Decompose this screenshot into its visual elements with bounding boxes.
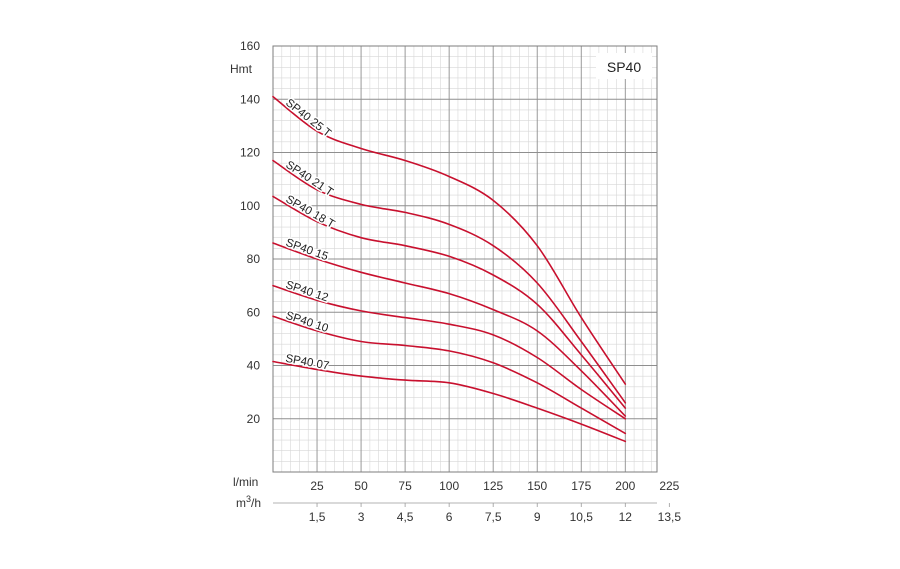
series-label: SP40 07: [284, 353, 330, 373]
y-axis-label: Hmt: [230, 62, 253, 76]
grid-layer: [273, 46, 657, 472]
x2-tick-label: 13,5: [658, 510, 682, 524]
x-tick-label: 200: [615, 479, 635, 493]
x2-tick-label: 12: [619, 510, 633, 524]
x-tick-label: 50: [354, 479, 368, 493]
chart-title: SP40: [607, 59, 641, 75]
y-tick-label: 120: [240, 146, 260, 160]
x-tick-label: 25: [310, 479, 324, 493]
y-tick-label: 80: [247, 252, 261, 266]
x-tick-label: 225: [659, 479, 679, 493]
x-tick-label: 100: [439, 479, 459, 493]
x-tick-label: 75: [398, 479, 412, 493]
x2-tick-label: 6: [446, 510, 453, 524]
y-tick-label: 140: [240, 92, 260, 106]
x-tick-label: 175: [571, 479, 591, 493]
x2-tick-label: 4,5: [397, 510, 414, 524]
series-label: SP40 21 T: [283, 159, 335, 199]
y-tick-label: 100: [240, 199, 260, 213]
x2-tick-label: 1,5: [309, 510, 326, 524]
y-tick-label: 40: [247, 359, 261, 373]
series-label: SP40 18 T: [283, 194, 336, 231]
y-tick-label: 160: [240, 39, 260, 53]
x2-tick-label: 10,5: [570, 510, 594, 524]
x2-tick-label: 7,5: [485, 510, 502, 524]
x-tick-label: 150: [527, 479, 547, 493]
y-tick-label: 60: [247, 305, 261, 319]
x2-tick-label: 3: [358, 510, 365, 524]
x2-axis-label: m3/h: [236, 494, 261, 510]
y-tick-label: 20: [247, 412, 261, 426]
x-tick-label: 125: [483, 479, 503, 493]
x-axis-label: l/min: [233, 475, 258, 489]
x2-tick-label: 9: [534, 510, 541, 524]
